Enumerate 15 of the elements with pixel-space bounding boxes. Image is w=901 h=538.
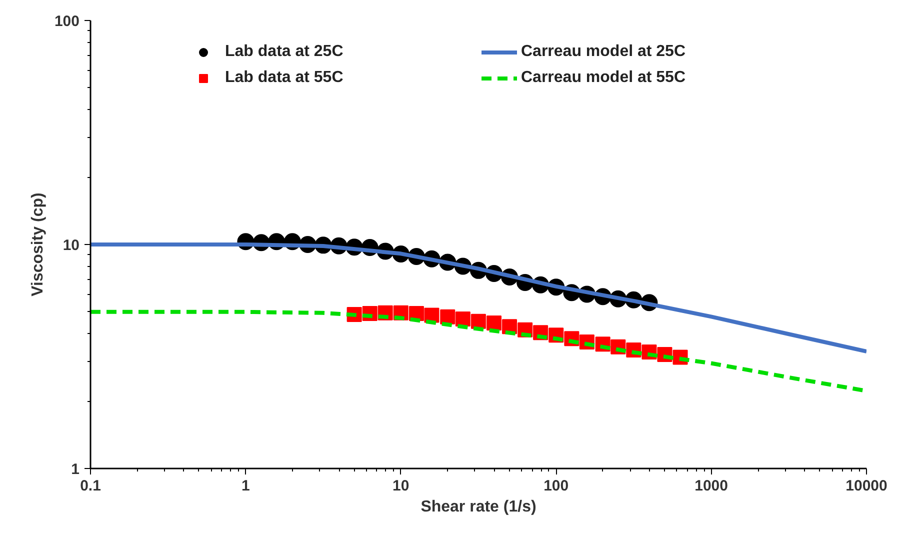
- y-tick-label: 1: [71, 461, 80, 478]
- x-tick-label: 0.1: [80, 478, 101, 494]
- legend-label: Carreau model at 55C: [521, 69, 687, 87]
- x-tick-label: 100: [544, 478, 569, 494]
- legend-label: Carreau model at 25C: [521, 43, 687, 61]
- y-axis-title: Viscosity (cp): [29, 192, 46, 296]
- x-tick-label: 10: [392, 478, 410, 494]
- y-tick-label: 10: [62, 237, 80, 254]
- y-tick-label: 100: [54, 13, 80, 30]
- legend-label: Lab data at 55C: [225, 69, 344, 87]
- x-axis-title: Shear rate (1/s): [420, 498, 536, 516]
- legend-label: Lab data at 25C: [225, 43, 344, 61]
- x-tick-label: 10000: [846, 478, 888, 494]
- x-tick-label: 1000: [694, 478, 728, 494]
- x-tick-label: 1: [242, 478, 250, 494]
